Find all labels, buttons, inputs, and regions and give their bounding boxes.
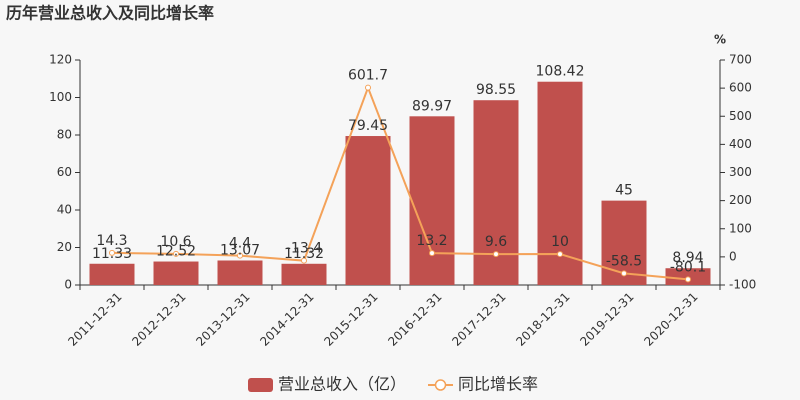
y-tick-label: 100: [49, 90, 72, 104]
legend-label: 营业总收入（亿）: [278, 375, 406, 394]
legend-swatch: [248, 378, 273, 392]
line-value-label: -13.4: [286, 241, 322, 257]
x-tick-label: 2012-12-31: [129, 290, 188, 349]
line-point: [365, 84, 371, 91]
y2-tick-label: -100: [729, 278, 756, 292]
line-point: [493, 251, 499, 258]
x-tick-label: 2020-12-31: [641, 290, 700, 349]
y-tick-label: 120: [49, 53, 72, 67]
y-tick-label: 80: [57, 128, 72, 142]
bar-value-label: 79.45: [348, 118, 388, 134]
x-tick-label: 2018-12-31: [513, 290, 572, 349]
line-value-label: 4.4: [229, 236, 251, 252]
y2-tick-label: 100: [729, 221, 752, 235]
y2-tick-label: 700: [729, 53, 752, 67]
bar-value-label: 11.33: [92, 246, 132, 262]
legend-label: 同比增长率: [458, 375, 538, 394]
bar: [217, 260, 263, 285]
y2-axis-label: %: [714, 33, 726, 47]
y-tick-label: 0: [64, 278, 72, 292]
line-value-label: -58.5: [606, 253, 642, 269]
line-point: [557, 251, 563, 258]
line-value-label: 10: [551, 234, 569, 250]
bar-value-label: 8.94: [672, 250, 703, 266]
bar: [473, 100, 519, 285]
bar-value-label: 108.42: [536, 64, 585, 80]
line-point: [109, 249, 115, 256]
chart-title: 历年营业总收入及同比增长率: [6, 4, 214, 23]
line-point: [301, 257, 307, 264]
bar: [281, 263, 327, 285]
bar-value-label: 98.55: [476, 82, 516, 98]
bar-value-label: 11.32: [284, 246, 324, 262]
line-point: [685, 276, 691, 283]
bar: [345, 136, 391, 285]
y2-tick-label: 200: [729, 193, 752, 207]
y2-tick-label: 400: [729, 137, 752, 151]
y-tick-label: 60: [57, 165, 72, 179]
x-tick-label: 2016-12-31: [385, 290, 444, 349]
line-point: [173, 250, 179, 257]
bar: [89, 263, 135, 285]
line-value-label: 13.2: [416, 233, 447, 249]
y-tick-label: 20: [57, 240, 72, 254]
x-tick-label: 2013-12-31: [193, 290, 252, 349]
line-point: [429, 250, 435, 257]
line-value-label: 9.6: [485, 234, 507, 250]
line-value-label: 601.7: [348, 68, 388, 84]
line-point: [621, 270, 627, 277]
bar-value-label: 12.52: [156, 244, 196, 260]
bar: [409, 116, 455, 286]
x-tick-label: 2011-12-31: [65, 290, 124, 349]
y2-tick-label: 600: [729, 81, 752, 95]
line: [111, 84, 689, 281]
x-tick-label: 2017-12-31: [449, 290, 508, 349]
bar-value-label: 45: [615, 183, 633, 199]
y2-tick-label: 500: [729, 109, 752, 123]
line-point: [237, 252, 243, 259]
line-value-label: 14.3: [96, 233, 127, 249]
bar: [153, 261, 199, 285]
line-value-label: -80.1: [670, 259, 706, 275]
bar-value-label: 13.07: [220, 242, 260, 258]
line-value-label: 10.6: [160, 234, 191, 250]
x-tick-label: 2019-12-31: [577, 290, 636, 349]
x-tick-label: 2015-12-31: [321, 290, 380, 349]
x-tick-label: 2014-12-31: [257, 290, 316, 349]
legend-swatch-point: [434, 379, 447, 391]
legend: 营业总收入（亿） 同比增长率: [248, 375, 538, 394]
bar-value-label: 89.97: [412, 98, 452, 114]
y-tick-label: 40: [57, 203, 72, 217]
y2-tick-label: 0: [729, 249, 737, 263]
y2-tick-label: 300: [729, 165, 752, 179]
